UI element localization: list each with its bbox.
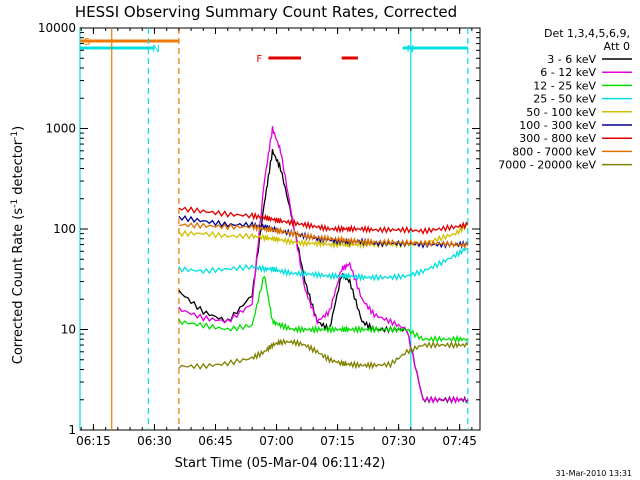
x-tick-label: 06:30 [137, 434, 172, 448]
series-line [178, 338, 469, 371]
x-tick-label: 07:15 [320, 434, 355, 448]
chart-title: HESSI Observing Summary Count Rates, Cor… [75, 3, 457, 21]
legend-header-line-1: Det 1,3,4,5,6,9, [544, 27, 630, 40]
series-line [178, 247, 469, 282]
legend-label: 100 - 300 keV [519, 119, 596, 132]
legend-label: 6 - 12 keV [540, 66, 596, 79]
x-tick-label: 06:15 [76, 434, 111, 448]
legend-label: 25 - 50 keV [533, 93, 596, 106]
vertical-markers [79, 28, 469, 430]
y-tick-label: 100 [53, 222, 76, 236]
x-tick-label: 07:45 [442, 434, 477, 448]
x-tick-label: 07:30 [381, 434, 416, 448]
y-axis-label: Corrected Count Rate (s-1 detector-1) [10, 126, 26, 364]
flag-label: N [152, 44, 159, 55]
series-line [178, 126, 469, 405]
series-line [178, 221, 469, 250]
flag-label: F [256, 54, 262, 65]
legend-header-line-2: Att 0 [604, 40, 630, 53]
flag-bars: SNNF [80, 37, 468, 65]
legend-label: 12 - 25 keV [533, 79, 596, 92]
legend-label: 7000 - 20000 keV [498, 159, 596, 172]
y-tick-label: 1000 [45, 122, 76, 136]
series-lines [178, 126, 469, 405]
x-axis-label: Start Time (05-Mar-04 06:11:42) [175, 456, 386, 471]
axes: 06:15 06:30 06:45 07:00 07:15 07:30 07:45 1 10 10… [38, 21, 480, 448]
y-tick-label: 1 [68, 423, 76, 437]
flag-label: S [84, 37, 90, 48]
legend-label: 300 - 800 keV [519, 132, 596, 145]
x-tick-label: 07:00 [259, 434, 294, 448]
x-tick-label: 06:45 [198, 434, 233, 448]
series-line [178, 206, 469, 235]
legend-label: 3 - 6 keV [547, 53, 596, 66]
y-tick-label: 10 [61, 323, 76, 337]
legend-label: 800 - 7000 keV [512, 145, 596, 158]
series-line [178, 275, 469, 344]
y-tick-label: 10000 [38, 21, 76, 35]
legend-label: 50 - 100 keV [526, 106, 596, 119]
footer-timestamp: 31-Mar-2010 13:31 [556, 469, 633, 478]
